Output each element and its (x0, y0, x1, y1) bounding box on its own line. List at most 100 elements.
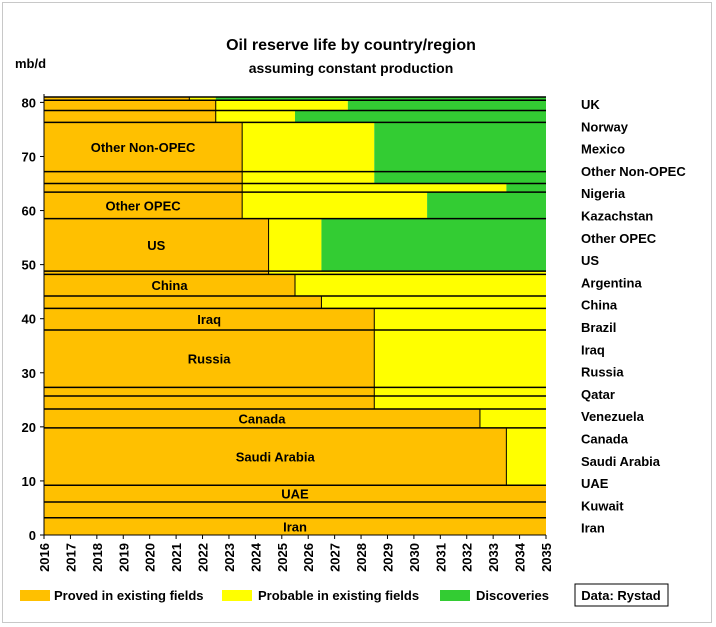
band-kazachstan-discoveries (506, 183, 546, 193)
right-label-russia: Russia (581, 365, 624, 380)
right-label-mexico: Mexico (581, 142, 625, 157)
right-label-uk: UK (581, 97, 600, 112)
y-tick-label-30: 30 (22, 366, 36, 381)
x-tick-label-2025: 2025 (275, 543, 290, 572)
y-tick-label-70: 70 (22, 149, 36, 164)
band-brazil-probable (321, 295, 546, 309)
x-tick-label-2031: 2031 (433, 543, 448, 572)
band-us-probable (268, 218, 322, 272)
band-saudi-arabia-probable (506, 427, 546, 486)
x-tick-label-2019: 2019 (116, 543, 131, 572)
x-tick-label-2028: 2028 (354, 543, 369, 572)
x-tick-label-2024: 2024 (248, 542, 263, 572)
x-tick-label-2018: 2018 (90, 543, 105, 572)
x-tick-label-2029: 2029 (380, 543, 395, 572)
band-label-russia: Russia (188, 352, 231, 367)
band-argentina-proved (44, 271, 269, 275)
right-label-uae: UAE (581, 476, 609, 491)
y-tick-label-0: 0 (29, 528, 36, 543)
right-label-other-non-opec: Other Non-OPEC (581, 164, 686, 179)
plot-area (44, 96, 546, 535)
band-mexico-probable (215, 110, 295, 123)
band-iran-proved (44, 517, 546, 535)
band-qatar-proved (44, 387, 375, 397)
band-label-iran: Iran (283, 519, 307, 534)
band-uae-proved (44, 485, 546, 503)
x-tick-label-2030: 2030 (407, 543, 422, 572)
y-tick-label-60: 60 (22, 204, 36, 219)
band-canada-probable (479, 409, 546, 428)
x-tick-label-2026: 2026 (301, 543, 316, 572)
band-kazachstan-proved (44, 183, 243, 193)
right-label-nigeria: Nigeria (581, 186, 626, 201)
y-axis-label: mb/d (15, 56, 46, 71)
legend-label-proved: Proved in existing fields (54, 588, 204, 603)
y-tick-label-10: 10 (22, 474, 36, 489)
band-label-other-opec: Other OPEC (106, 198, 182, 213)
band-mexico-proved (44, 110, 216, 123)
right-label-other-opec: Other OPEC (581, 231, 657, 246)
band-russia-proved (44, 330, 375, 388)
band-qatar-probable (374, 387, 546, 397)
band-label-uae: UAE (281, 487, 309, 502)
band-label-iraq: Iraq (197, 312, 221, 327)
band-norway-proved (44, 100, 216, 111)
chart-title: Oil reserve life by country/region (226, 37, 476, 54)
band-label-china: China (151, 278, 188, 293)
right-labels: UK Norway Mexico Other Non-OPEC Nigeria Kazac… (581, 97, 686, 536)
band-kazachstan-probable (242, 183, 507, 193)
band-iraq-proved (44, 308, 375, 331)
x-tick-label-2020: 2020 (143, 543, 158, 572)
source-note: Data: Rystad (581, 588, 661, 603)
band-other-opec-proved (44, 192, 243, 219)
right-label-norway: Norway (581, 119, 629, 134)
band-label-other-non-opec: Other Non-OPEC (91, 140, 196, 155)
x-tick-label-2022: 2022 (196, 543, 211, 572)
band-other-non-opec-proved (44, 122, 243, 172)
band-iraq-probable (374, 308, 546, 331)
band-norway-discoveries (347, 100, 546, 111)
source-box (574, 583, 669, 607)
legend-swatch-proved (20, 590, 50, 601)
band-us-discoveries (321, 218, 546, 272)
right-label-kuwait: Kuwait (581, 498, 624, 513)
band-other-opec-probable (242, 192, 428, 219)
band-venezuela-proved (44, 396, 375, 410)
y-tick-label-40: 40 (22, 312, 36, 327)
right-label-iraq: Iraq (581, 342, 605, 357)
right-label-brazil: Brazil (581, 320, 616, 335)
band-label-canada: Canada (238, 411, 286, 426)
band-russia-probable (374, 330, 546, 388)
band-argentina-probable (268, 271, 546, 275)
band-labels: Iran UAE Saudi Arabia Canada Russia Iraq China… (91, 140, 316, 534)
x-tick-label-2034: 2034 (513, 542, 528, 572)
right-label-venezuela: Venezuela (581, 409, 645, 424)
legend-swatch-probable (222, 590, 252, 601)
right-label-canada: Canada (581, 432, 629, 447)
band-norway-probable (215, 100, 348, 111)
band-brazil-proved (44, 295, 322, 309)
band-saudi-arabia-proved (44, 427, 507, 486)
x-tick-label-2032: 2032 (460, 543, 475, 572)
legend: Proved in existing fields Probable in ex… (20, 588, 549, 603)
band-label-us: US (147, 238, 165, 253)
chart-subtitle: assuming constant production (249, 60, 454, 76)
band-label-saudi-arabia: Saudi Arabia (236, 450, 316, 465)
band-uk-discoveries (215, 97, 546, 101)
x-tick-label-2023: 2023 (222, 543, 237, 572)
right-label-qatar: Qatar (581, 387, 615, 402)
x-tick-label-2021: 2021 (169, 543, 184, 572)
band-canada-proved (44, 409, 480, 428)
right-label-kazachstan: Kazachstan (581, 209, 653, 224)
right-label-us: US (581, 253, 599, 268)
band-nigeria-probable (242, 171, 375, 184)
y-tick-label-50: 50 (22, 258, 36, 273)
x-tick-label-2016: 2016 (37, 543, 52, 572)
x-tick-label-2027: 2027 (328, 543, 343, 572)
band-other-non-opec-probable (242, 122, 375, 172)
legend-swatch-discoveries (440, 590, 470, 601)
y-tick-label-20: 20 (22, 420, 36, 435)
